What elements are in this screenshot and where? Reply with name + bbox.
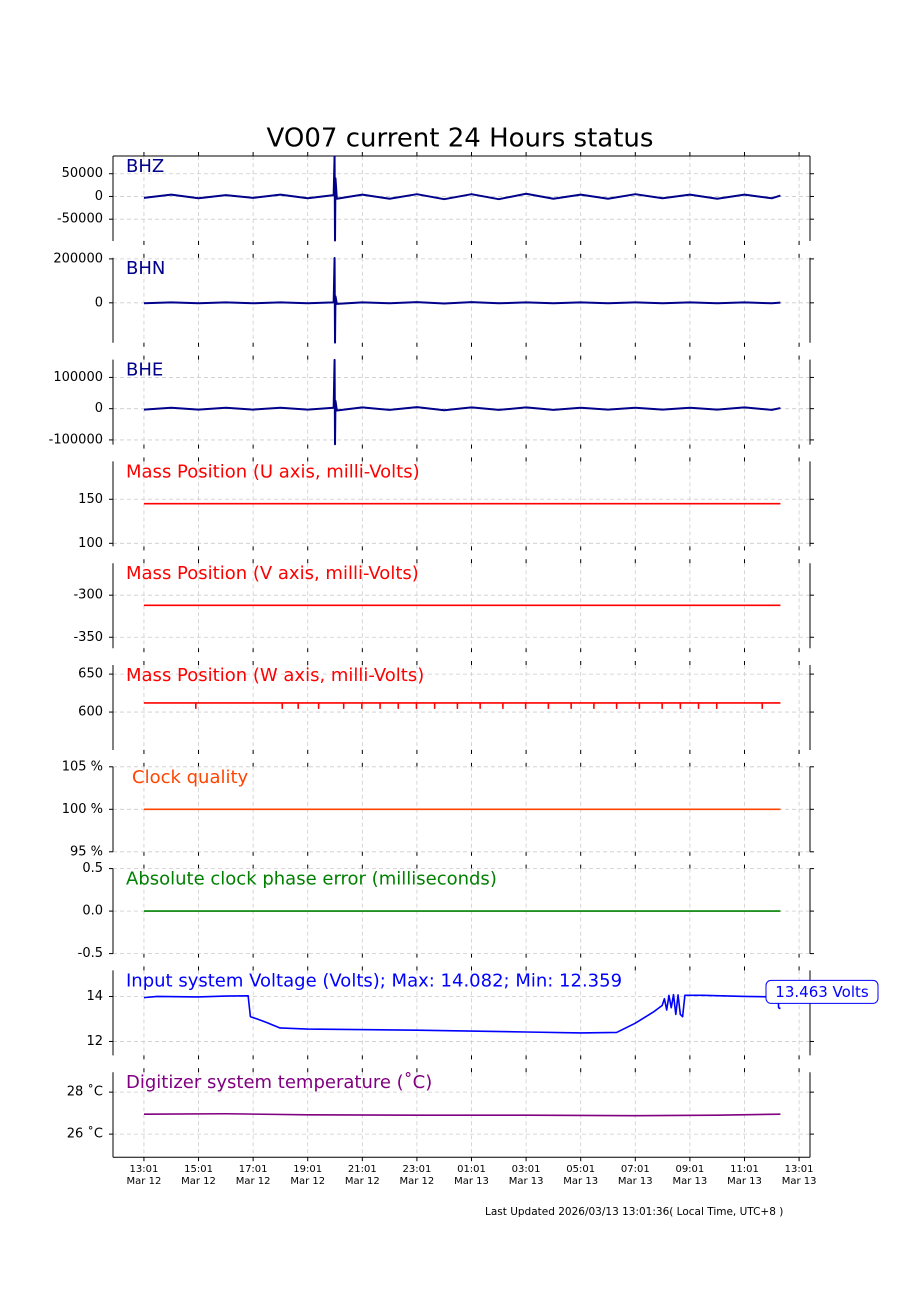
y-tick-label: -300 [73, 588, 103, 603]
y-tick-label: 105 % [62, 759, 103, 774]
x-tick-label: 23:01 Mar 12 [399, 1164, 435, 1187]
y-tick-label: 100 % [62, 802, 103, 817]
y-tick-label: 28 ˚C [67, 1084, 103, 1100]
y-tick-label: 14 [86, 989, 103, 1004]
y-tick-label: 100 [78, 536, 103, 551]
panel-title: BHN [126, 258, 165, 279]
y-tick-label: 12 [86, 1034, 103, 1049]
y-tick-label: 0 [95, 189, 103, 204]
y-tick-label: 95 % [70, 844, 103, 859]
chart-title: VO07 current 24 Hours status [267, 124, 654, 154]
x-tick-label: 13:01 Mar 13 [781, 1164, 817, 1187]
y-tick-label: -100000 [49, 432, 103, 447]
y-tick-label: -350 [73, 630, 103, 645]
series-line [143, 155, 781, 242]
annotation: 13.463 Volts [775, 983, 869, 1001]
x-tick-label: 01:01 Mar 13 [454, 1164, 489, 1187]
annotation-box [765, 979, 879, 1004]
series-line [143, 702, 781, 710]
panel-title: Mass Position (U axis, milli-Volts) [126, 461, 420, 482]
x-tick-label: 09:01 Mar 13 [672, 1164, 708, 1187]
y-tick-label: 0 [95, 401, 103, 416]
y-tick-label: 200000 [53, 251, 103, 266]
y-tick-label: 0.5 [82, 861, 103, 876]
series-line [143, 358, 781, 446]
x-tick-label: 03:01 Mar 13 [508, 1164, 544, 1187]
y-tick-label: 150 [78, 492, 103, 507]
panel-title: Mass Position (V axis, milli-Volts) [126, 563, 419, 584]
y-tick-label: 100000 [53, 370, 103, 385]
series-line [143, 1112, 781, 1117]
x-tick-label: 15:01 Mar 12 [181, 1164, 216, 1187]
x-tick-label: 19:01 Mar 12 [290, 1164, 326, 1187]
panel-title: Absolute clock phase error (milliseconds… [126, 869, 497, 890]
panel-title: Mass Position (W axis, milli-Volts) [126, 665, 424, 686]
y-tick-label: 650 [78, 667, 103, 682]
footer: Last Updated 2026/03/13 13:01:36( Local … [485, 1206, 783, 1218]
y-tick-label: -0.5 [78, 946, 103, 961]
panel-title: BHZ [126, 156, 164, 177]
panel-title: Clock quality [132, 767, 249, 788]
panel-title: BHE [126, 360, 163, 381]
x-tick-label: 13:01 Mar 12 [126, 1164, 162, 1187]
series-line [143, 257, 781, 344]
y-tick-label: 26 ˚C [67, 1126, 103, 1142]
panel-title: Input system Voltage (Volts); Max: 14.08… [126, 970, 622, 991]
y-tick-label: -50000 [57, 212, 103, 227]
panel-title: Digitizer system temperature (˚C) [126, 1072, 432, 1093]
x-tick-label: 11:01 Mar 13 [727, 1164, 762, 1187]
y-tick-label: 50000 [62, 166, 103, 181]
x-tick-label: 21:01 Mar 12 [344, 1164, 380, 1187]
x-tick-label: 07:01 Mar 13 [617, 1164, 653, 1187]
x-tick-label: 05:01 Mar 13 [563, 1164, 599, 1187]
y-tick-label: 600 [78, 705, 103, 720]
series-line [143, 993, 781, 1034]
x-tick-label: 17:01 Mar 12 [235, 1164, 271, 1187]
y-tick-label: 0 [95, 295, 103, 310]
y-tick-label: 0.0 [82, 904, 103, 919]
